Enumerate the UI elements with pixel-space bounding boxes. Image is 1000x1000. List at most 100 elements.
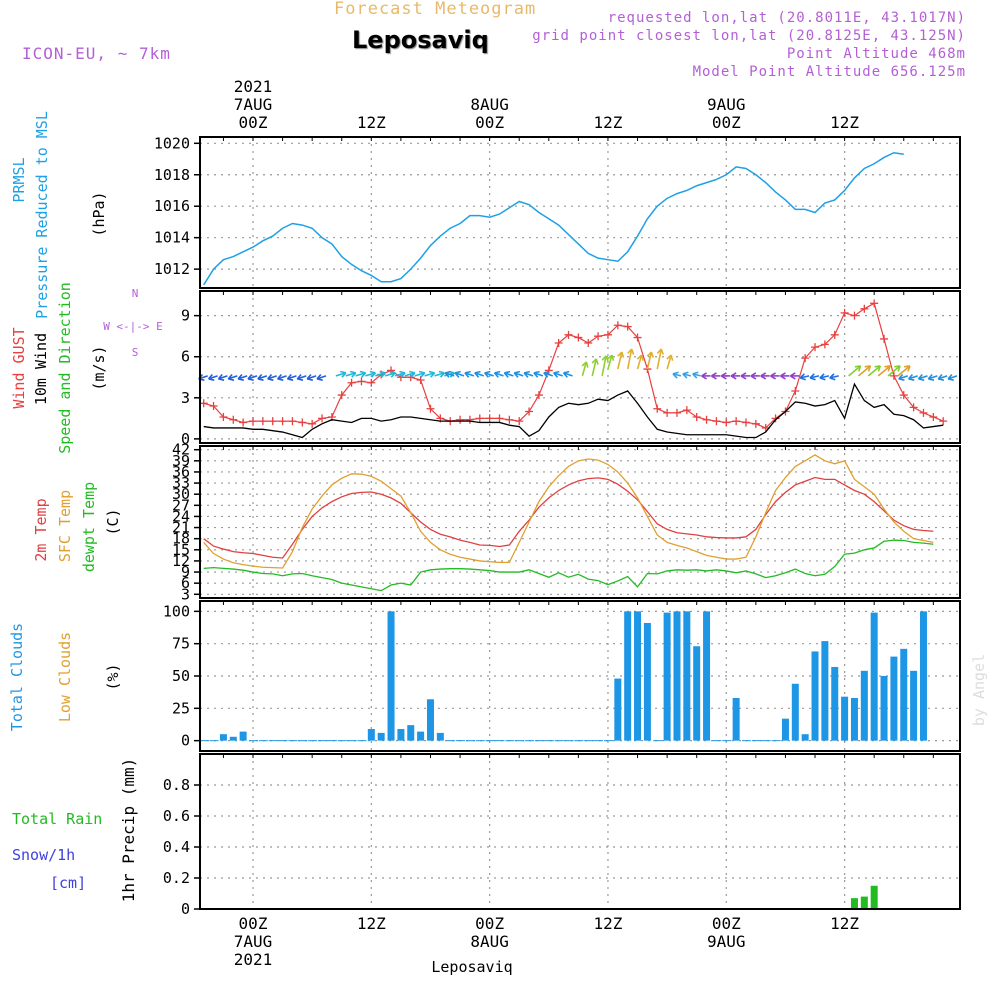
gust-marker [732, 417, 741, 426]
ytick-label-precip: 0.2 [163, 869, 190, 887]
ytick-label-pressure: 1014 [154, 229, 190, 247]
ytick-label-wind: 3 [181, 389, 190, 407]
wind-arrow [563, 372, 573, 377]
gust-marker [485, 414, 494, 423]
panel-frames [194, 136, 961, 910]
compass-west-east: W <-|-> E [103, 320, 163, 333]
gust-marker [889, 371, 898, 380]
cloud-bar [614, 678, 622, 741]
cloud-bar [890, 656, 898, 741]
wind-arrow [208, 375, 218, 380]
wind-arrow-head [454, 370, 461, 378]
wind-arrow-head [369, 370, 377, 378]
wind-arrow [306, 375, 317, 380]
gust-marker [870, 299, 879, 308]
grid-point-coords: grid point closest lon,lat (20.8125E, 43… [532, 28, 966, 44]
compass-south: S [132, 346, 139, 359]
bottom-time-label: 8AUG [470, 932, 509, 951]
credit-watermark: by Angel [970, 654, 988, 726]
ytick-label-temperature: 21 [172, 519, 190, 537]
temp-label-dewpt: dewpt Temp [80, 482, 98, 572]
panel-frame-precip [199, 753, 961, 910]
wind-label-10m: 10m Wind [32, 333, 50, 405]
ytick-label-temperature: 36 [172, 463, 190, 481]
ytick-label-temperature: 18 [172, 530, 190, 548]
ytick-label-temperature: 39 [172, 452, 190, 470]
gust-marker [751, 419, 760, 428]
wind-arrow [626, 348, 633, 370]
wind-label-gust: Wind GUST [10, 327, 28, 408]
wind-arrow-head [854, 365, 862, 372]
gust-marker [525, 407, 534, 416]
wind-arrow [355, 372, 366, 377]
wind-arrow-head [740, 372, 747, 380]
wind-arrow-head [581, 361, 589, 368]
wind-arrow [617, 351, 623, 370]
precip-label-snow: Snow/1h [12, 846, 75, 864]
ytick-label-precip: 0.8 [163, 776, 190, 794]
wind-arrow [607, 354, 613, 370]
cloud-bar [801, 734, 809, 741]
wind-arrow [464, 372, 475, 377]
gust-marker [465, 415, 474, 424]
wind-arrow-head [591, 358, 599, 365]
bottom-time-label: 00Z [475, 914, 504, 933]
gust-marker [692, 412, 701, 421]
ytick-label-temperature: 9 [181, 563, 190, 581]
wind-arrow-head [904, 365, 911, 372]
gust-marker [672, 408, 681, 417]
wind-arrow-head [720, 372, 727, 380]
top-time-label: 00Z [239, 113, 268, 132]
gust-marker [337, 391, 346, 400]
wind-arrow-head [257, 373, 264, 381]
wind-arrow [553, 372, 563, 377]
cloud-bar [387, 611, 395, 741]
cloud-bar [781, 718, 789, 741]
ytick-label-temperature: 24 [172, 507, 190, 525]
wind-arrow [345, 372, 356, 377]
cloud-bar [426, 699, 434, 741]
wind-arrow-head [399, 370, 406, 378]
wind-arrow [228, 375, 238, 380]
wind-arrow-head [553, 370, 560, 378]
wind-arrow-head [672, 371, 679, 379]
wind-arrow-head [627, 348, 635, 355]
wind-arrow [257, 375, 268, 380]
cloud-bar [880, 676, 888, 741]
wind-arrow-head [864, 365, 872, 372]
wind-arrow [424, 372, 435, 377]
wind-arrow [444, 372, 455, 377]
wind-arrow-head [484, 370, 491, 378]
top-time-label: 12Z [357, 113, 386, 132]
gust-marker [623, 322, 632, 331]
gust-marker [771, 414, 780, 423]
rain-bar [850, 898, 858, 909]
cloud-bar [663, 612, 671, 741]
wind-arrow-head [418, 370, 426, 378]
model-label: ICON-EU, ~ 7km [22, 44, 171, 63]
gust-marker [308, 419, 317, 428]
wind-arrow [375, 372, 386, 377]
wind-arrow [316, 375, 327, 380]
ytick-label-wind: 6 [181, 348, 190, 366]
precip-label-unit: 1hr Precip (mm) [119, 758, 138, 903]
gust-marker [219, 412, 228, 421]
ytick-label-precip: 0.6 [163, 807, 190, 825]
chart-marks [199, 153, 958, 909]
top-time-label: 12Z [594, 113, 623, 132]
wind-arrow [656, 348, 663, 370]
cloud-bar [831, 666, 839, 741]
gust-marker [475, 414, 484, 423]
pressure-label-full: Pressure Reduced to MSL [33, 111, 51, 319]
wind-arrow-head [829, 373, 836, 381]
cloud-bar [811, 651, 819, 741]
gust-marker [574, 333, 583, 342]
gust-marker [663, 408, 672, 417]
wind-arrow-head [513, 370, 521, 378]
gust-marker [554, 339, 563, 348]
gust-marker [426, 404, 435, 413]
gust-marker [544, 366, 553, 375]
bottom-time-label: 9AUG [707, 932, 746, 951]
wind-arrow-head [666, 354, 674, 361]
wind-arrow [666, 354, 672, 370]
